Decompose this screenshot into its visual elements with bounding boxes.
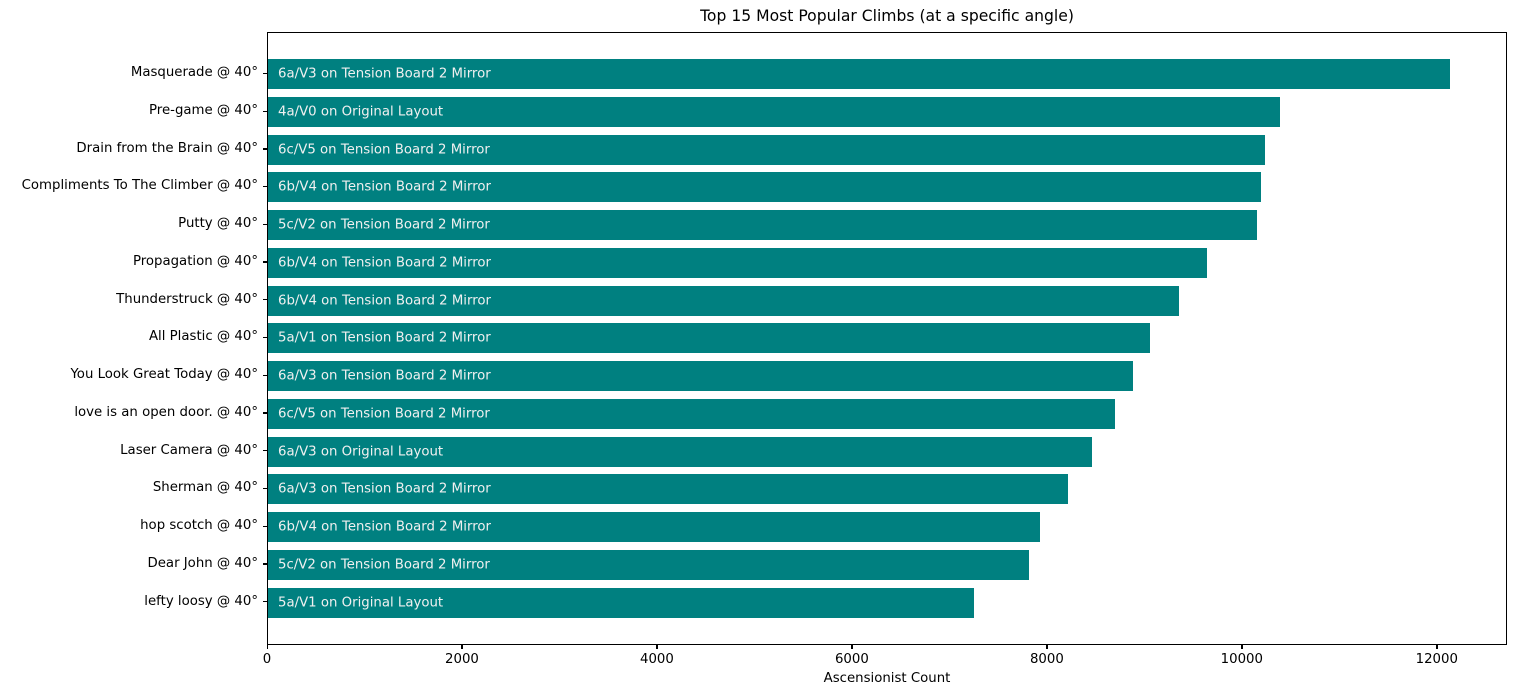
bar: 6b/V4 on Tension Board 2 Mirror [268,172,1262,203]
y-tick-label: Laser Camera @ 40° [120,442,258,458]
x-tick-mark [266,645,268,649]
x-tick-label: 4000 [640,652,674,667]
bar: 6c/V5 on Tension Board 2 Mirror [268,398,1116,429]
bar-label: 5c/V2 on Tension Board 2 Mirror [278,217,490,233]
y-tick-label: Sherman @ 40° [152,480,258,496]
bar-label: 5a/V1 on Original Layout [278,595,444,611]
plot-area: 6a/V3 on Tension Board 2 Mirror 4a/V0 on … [267,32,1507,645]
y-tick-mark [263,412,267,414]
y-tick-label: Putty @ 40° [178,216,258,232]
y-tick-mark [263,223,267,226]
y-tick-label: Dear John @ 40° [147,555,259,571]
y-tick-label: Propagation @ 40° [132,253,258,269]
bar-label: 6b/V4 on Tension Board 2 Mirror [278,519,492,535]
x-tick-mark [461,645,463,649]
y-tick-mark [263,563,267,565]
y-tick-mark [263,601,267,603]
x-axis-label: Ascensionist Count [823,671,951,686]
bar: 4a/V0 on Original Layout [268,97,1280,128]
bar-label: 6a/V3 on Tension Board 2 Mirror [278,66,491,82]
y-tick-label: Drain from the Brain @ 40° [76,140,258,156]
y-tick-label: hop scotch @ 40° [140,518,258,534]
y-tick-mark [263,450,267,452]
x-tick-label: 12000 [1415,652,1458,667]
bar-label: 6a/V3 on Tension Board 2 Mirror [278,368,491,384]
y-tick-mark [263,487,267,490]
y-tick-mark [263,374,267,376]
x-tick-label: 0 [262,652,272,667]
x-tick-mark [1436,645,1438,649]
bar-label: 6c/V5 on Tension Board 2 Mirror [278,406,490,422]
y-tick-label: Compliments To The Climber @ 40° [21,178,258,194]
bar-label: 4a/V0 on Original Layout [278,104,444,120]
bar: 5c/V2 on Tension Board 2 Mirror [268,210,1258,241]
bar: 6a/V3 on Tension Board 2 Mirror [268,474,1069,505]
y-tick-label: You Look Great Today @ 40° [70,367,258,383]
bar-label: 5c/V2 on Tension Board 2 Mirror [278,557,490,573]
y-tick-mark [263,72,267,75]
y-tick-mark [263,148,267,150]
bar-label: 6b/V4 on Tension Board 2 Mirror [278,293,492,309]
y-tick-mark [263,299,267,301]
bar-label: 6c/V5 on Tension Board 2 Mirror [278,142,490,158]
y-tick-mark [263,336,267,339]
y-tick-label: All Plastic @ 40° [148,329,258,345]
bar-label: 5a/V1 on Tension Board 2 Mirror [278,330,491,346]
x-tick-mark [1046,645,1048,649]
y-tick-mark [263,525,267,527]
bar: 5a/V1 on Original Layout [268,587,974,618]
bar-label: 6a/V3 on Tension Board 2 Mirror [278,481,491,497]
x-tick-label: 2000 [445,652,479,667]
bar-label: 6a/V3 on Original Layout [278,444,444,460]
x-tick-label: 6000 [834,652,869,667]
y-tick-mark [263,110,267,112]
x-tick-mark [851,645,853,649]
bar: 6c/V5 on Tension Board 2 Mirror [268,134,1266,165]
y-tick-label: lefty loosy @ 40° [144,593,258,609]
bar: 5a/V1 on Tension Board 2 Mirror [268,323,1151,354]
bar: 5c/V2 on Tension Board 2 Mirror [268,549,1030,580]
bar: 6b/V4 on Tension Board 2 Mirror [268,285,1179,316]
y-tick-label: Thunderstruck @ 40° [116,291,258,307]
bar: 6a/V3 on Original Layout [268,436,1092,467]
y-tick-label: Pre-game @ 40° [149,103,258,119]
x-tick-mark [656,645,658,649]
y-tick-label: love is an open door. @ 40° [74,404,258,420]
bar: 6a/V3 on Tension Board 2 Mirror [268,361,1133,392]
bar-label: 6b/V4 on Tension Board 2 Mirror [278,255,492,271]
chart-title: Top 15 Most Popular Climbs (at a specifi… [700,7,1074,25]
bar: 6b/V4 on Tension Board 2 Mirror [268,247,1207,278]
y-tick-label: Masquerade @ 40° [130,65,258,81]
x-tick-label: 8000 [1029,652,1064,667]
bar: 6b/V4 on Tension Board 2 Mirror [268,512,1041,543]
x-tick-label: 10000 [1220,652,1263,667]
bar-label: 6b/V4 on Tension Board 2 Mirror [278,179,492,195]
y-tick-mark [263,185,267,188]
y-tick-mark [263,261,267,263]
x-tick-mark [1241,645,1243,649]
bar: 6a/V3 on Tension Board 2 Mirror [268,59,1450,90]
